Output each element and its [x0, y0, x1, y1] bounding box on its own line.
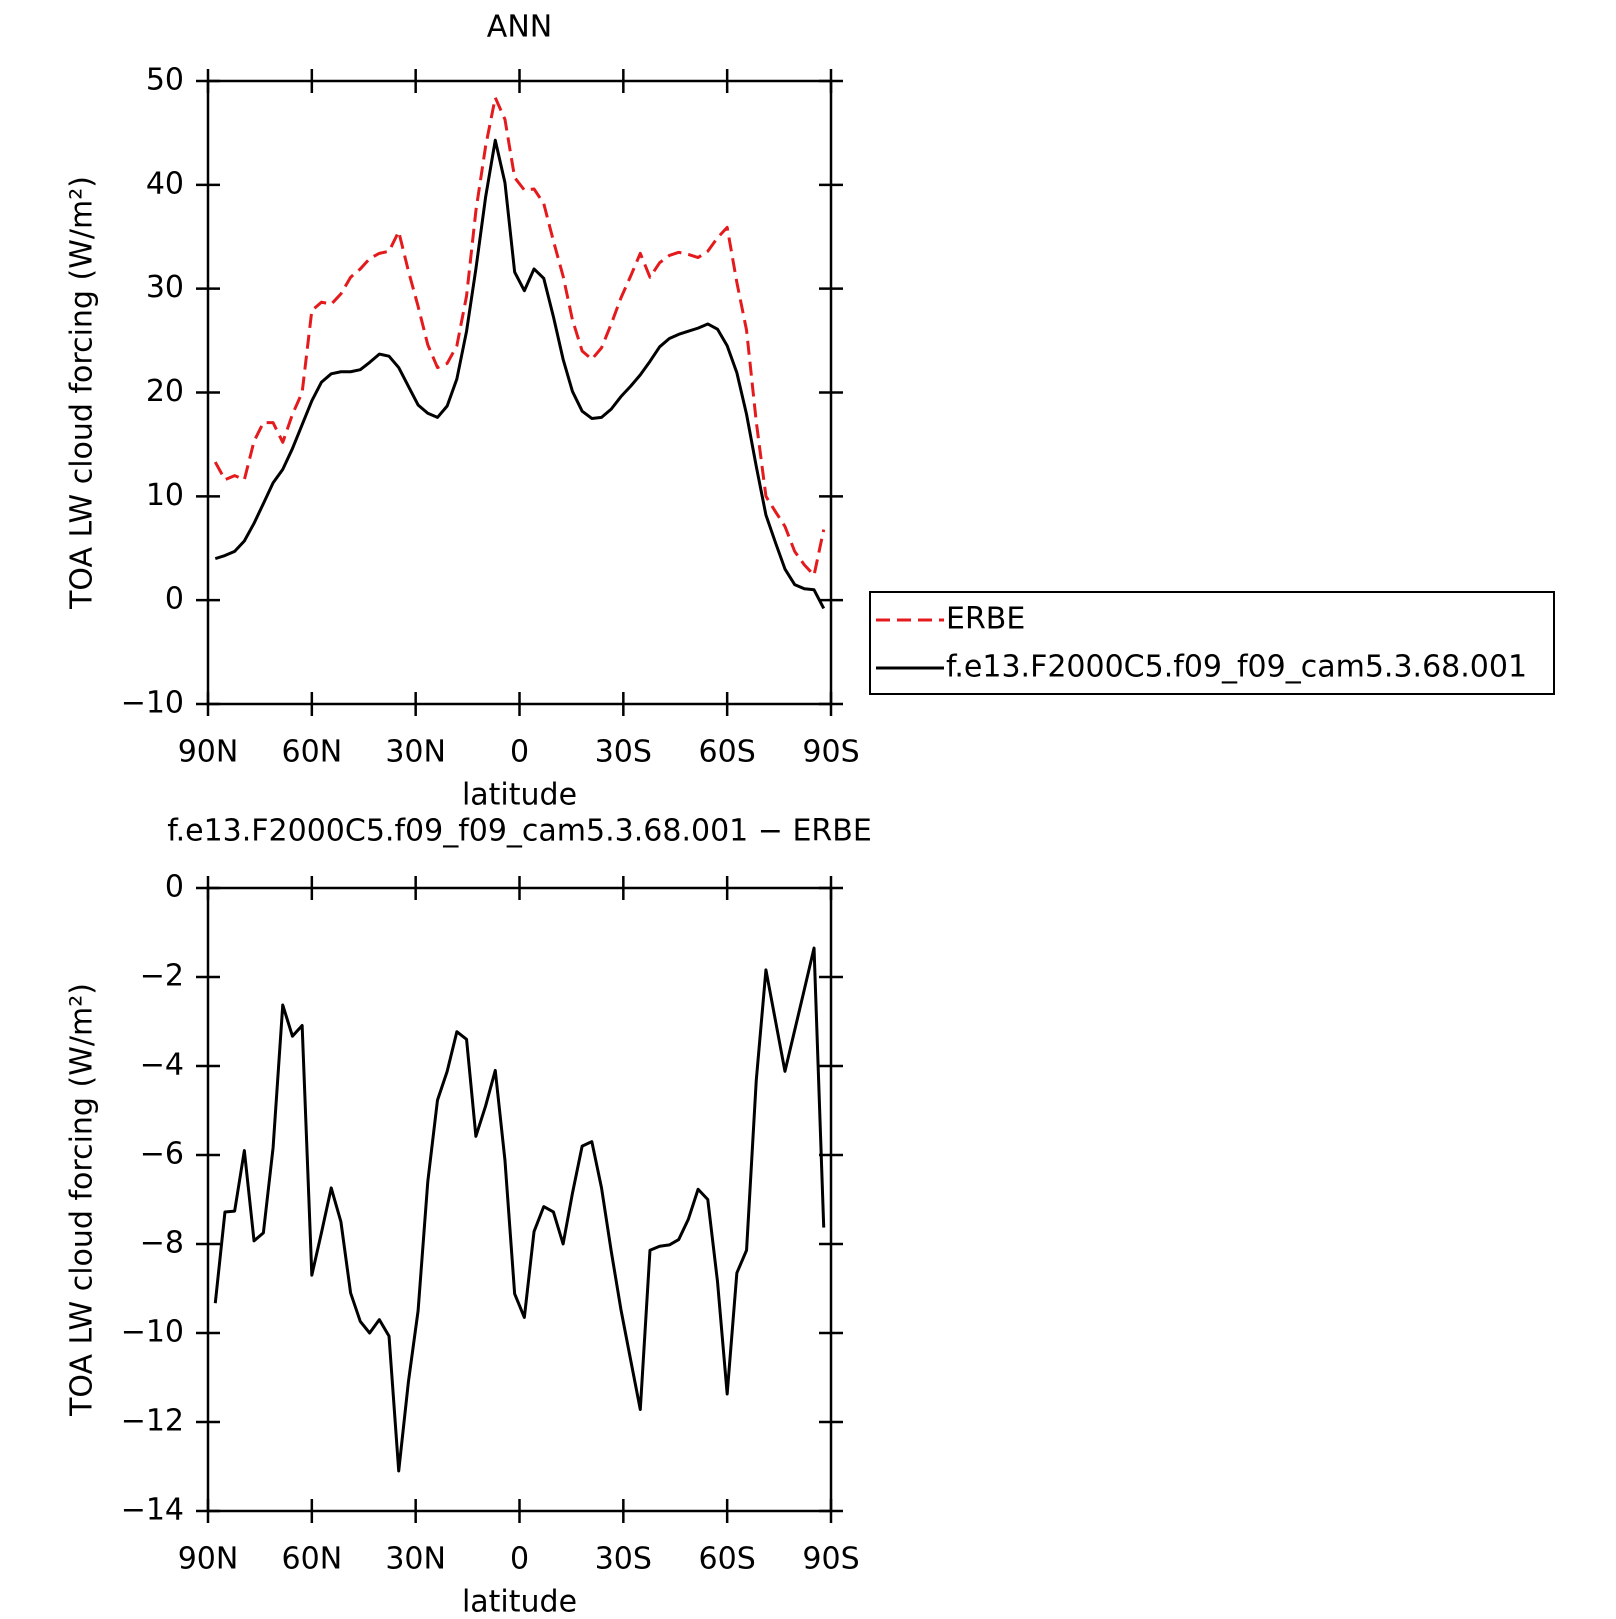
x-tick-label: 90S	[802, 735, 859, 770]
y-tick-label: 10	[146, 478, 184, 513]
x-tick-label: 30N	[385, 735, 446, 770]
data-line	[213, 946, 826, 1473]
y-tick-label: −8	[140, 1226, 184, 1261]
chart-panel: f.e13.F2000C5.f09_f09_cam5.3.68.001 − ER…	[65, 814, 872, 1619]
y-tick-label: −12	[121, 1404, 184, 1439]
data-line	[213, 96, 826, 577]
y-tick-label: 50	[146, 63, 184, 98]
y-axis-title: TOA LW cloud forcing (W/m²)	[65, 983, 100, 1417]
y-tick-label: −4	[140, 1048, 184, 1083]
x-tick-label: 90S	[802, 1542, 859, 1577]
y-tick-label: −10	[121, 1315, 184, 1350]
x-tick-label: 0	[510, 735, 529, 770]
y-tick-label: −10	[121, 686, 184, 721]
y-tick-label: 30	[146, 270, 184, 305]
x-tick-label: 30S	[595, 735, 652, 770]
x-tick-label: 60N	[282, 735, 343, 770]
x-tick-label: 90N	[178, 735, 239, 770]
x-tick-label: 60S	[699, 1542, 756, 1577]
y-axis-title: TOA LW cloud forcing (W/m²)	[65, 176, 100, 610]
y-tick-label: −14	[121, 1493, 184, 1528]
x-axis-title: latitude	[462, 1585, 577, 1619]
x-axis-title: latitude	[462, 778, 577, 813]
legend-label: f.e13.F2000C5.f09_f09_cam5.3.68.001	[946, 650, 1527, 685]
y-tick-label: 40	[146, 166, 184, 201]
x-tick-label: 90N	[178, 1542, 239, 1577]
plot-frame	[206, 79, 833, 706]
y-tick-label: −6	[140, 1137, 184, 1172]
data-line	[214, 138, 826, 610]
x-tick-label: 30S	[595, 1542, 652, 1577]
plot-frame	[206, 886, 833, 1513]
y-tick-label: 0	[165, 582, 184, 617]
legend-box	[869, 591, 1555, 695]
chart-panel: ANN −10 0 10 20 30 40 50 90N 60N 30N 0 30S 60S 90S lati…	[65, 10, 1555, 813]
x-tick-label: 30N	[385, 1542, 446, 1577]
chart-title: f.e13.F2000C5.f09_f09_cam5.3.68.001 − ER…	[167, 814, 872, 849]
y-tick-label: 20	[146, 374, 184, 409]
x-tick-label: 60N	[282, 1542, 343, 1577]
y-tick-label: 0	[165, 870, 184, 905]
legend-label: ERBE	[946, 602, 1025, 637]
y-tick-label: −2	[140, 959, 184, 994]
x-tick-label: 60S	[699, 735, 756, 770]
chart-title: ANN	[487, 10, 552, 45]
x-tick-label: 0	[510, 1542, 529, 1577]
